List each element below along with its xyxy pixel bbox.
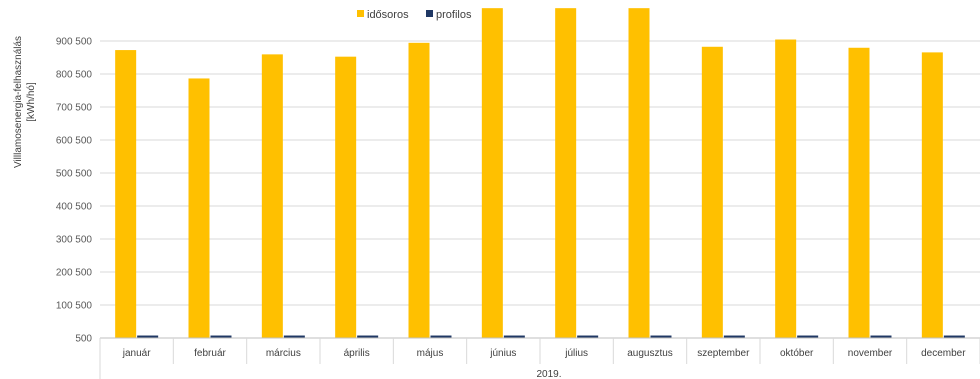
y-axis-title-line-1: Villlamosenergia-felhasználás <box>13 36 24 168</box>
y-tick-label: 700 500 <box>56 103 93 114</box>
y-axis-title-line-2: [kWh/hó] <box>26 82 37 122</box>
y-tick-label: 900 500 <box>56 37 93 48</box>
x-tick-label: október <box>780 348 814 359</box>
bar-idosoros <box>261 54 283 339</box>
x-tick-label: május <box>417 348 444 359</box>
bar-idosoros <box>775 39 797 338</box>
bar-idosoros <box>701 46 723 339</box>
bar-idosoros <box>115 50 137 338</box>
y-axis-title: Villlamosenergia-felhasználás [kWh/hó] <box>13 36 37 168</box>
legend-label: profilos <box>436 9 472 21</box>
x-tick-label: szeptember <box>697 348 750 359</box>
x-axis-title: 2019. <box>536 369 561 379</box>
bar-idosoros <box>848 47 870 338</box>
legend-swatch <box>357 10 364 17</box>
x-tick-label: június <box>489 348 516 359</box>
y-axis-ticks: 500 100 500 200 500 300 500 400 500 500 500 60… <box>56 37 93 345</box>
x-tick-label: július <box>564 348 588 359</box>
bar-profilos <box>577 335 599 338</box>
bar-idosoros <box>188 78 210 338</box>
legend-swatch <box>426 10 433 17</box>
bar-profilos <box>357 335 379 338</box>
y-tick-label: 400 500 <box>56 202 93 213</box>
y-tick-label: 600 500 <box>56 136 93 147</box>
bars <box>115 8 965 339</box>
y-tick-label: 500 500 <box>56 169 93 180</box>
legend-label: idősoros <box>367 9 409 21</box>
bar-idosoros <box>481 8 503 338</box>
x-axis: január február március április május június jú… <box>99 337 980 379</box>
bar-profilos <box>797 335 819 338</box>
y-tick-label: 300 500 <box>56 235 93 246</box>
y-tick-label: 100 500 <box>56 301 93 312</box>
bar-idosoros <box>555 8 577 338</box>
bar-idosoros <box>921 52 943 338</box>
bar-profilos <box>723 335 745 338</box>
x-tick-label: március <box>266 348 301 359</box>
bar-idosoros <box>335 56 357 339</box>
x-tick-label: augusztus <box>627 348 673 359</box>
x-tick-label: február <box>194 348 226 359</box>
bar-profilos <box>870 335 892 338</box>
x-tick-label: január <box>122 348 151 359</box>
bar-profilos <box>430 335 452 338</box>
y-tick-label: 500 <box>75 334 92 345</box>
bar-profilos <box>503 335 525 338</box>
bar-profilos <box>283 335 305 338</box>
bar-profilos <box>137 335 159 338</box>
x-tick-label: november <box>848 348 893 359</box>
gridlines <box>100 40 980 306</box>
bar-profilos <box>650 335 672 338</box>
bar-profilos <box>943 335 965 338</box>
legend: idősoros profilos <box>357 9 472 21</box>
x-tick-label: április <box>344 348 370 359</box>
bar-idosoros <box>628 8 650 338</box>
bar-profilos <box>210 335 232 338</box>
x-tick-label: december <box>921 348 966 359</box>
y-tick-label: 200 500 <box>56 268 93 279</box>
y-tick-label: 800 500 <box>56 70 93 81</box>
bar-idosoros <box>408 42 430 338</box>
